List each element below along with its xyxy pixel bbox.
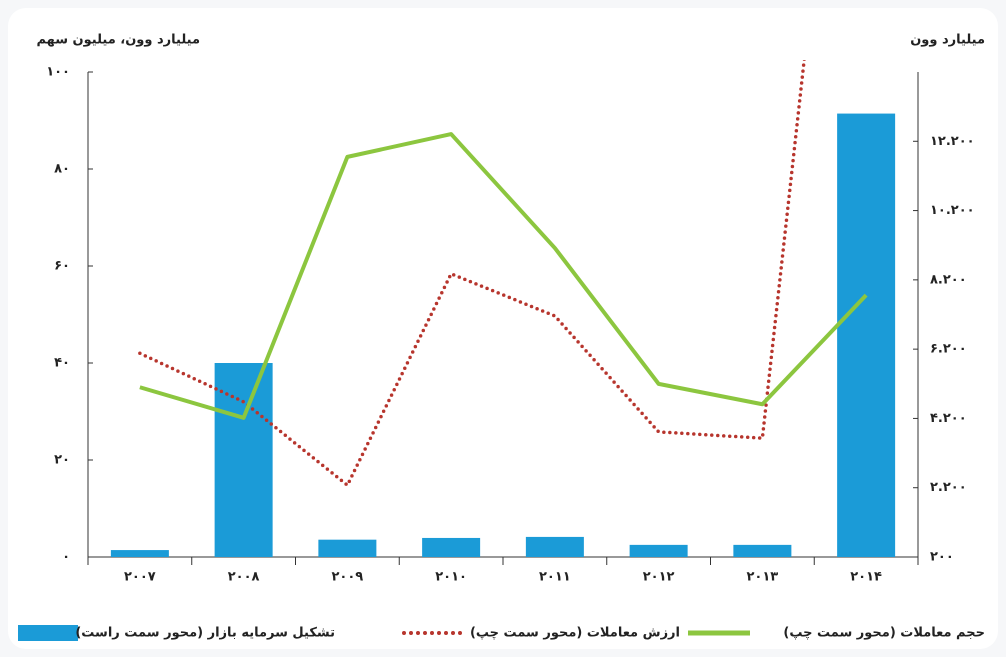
x-tick-label: ۲۰۰۸ <box>228 570 260 585</box>
y2-tick-label: ۱۲.۲۰۰ <box>930 134 975 149</box>
x-tick-label: ۲۰۱۰ <box>435 570 467 585</box>
y2-tick-label: ۲۰۰ <box>930 550 954 565</box>
legend-label: تشکیل سرمایه بازار (محور سمت راست) <box>75 626 335 641</box>
bar <box>733 544 792 557</box>
bar <box>110 550 169 557</box>
line <box>138 60 806 488</box>
legend-label: حجم معاملات (محور سمت چپ) <box>783 626 985 641</box>
y2-tick-label: ۴.۲۰۰ <box>930 411 967 426</box>
legend-swatch <box>18 625 78 641</box>
y-tick-label: ۸۰ <box>54 162 70 177</box>
y-tick-label: ۱۰۰ <box>46 65 70 80</box>
y2-tick-label: ۸.۲۰۰ <box>930 272 967 287</box>
x-tick-label: ۲۰۱۱ <box>539 570 571 585</box>
y2-axis-title: میلیارد وون <box>910 33 985 48</box>
bar <box>214 363 273 557</box>
y2-tick-label: ۶.۲۰۰ <box>930 342 967 357</box>
bar <box>629 544 688 557</box>
x-tick-label: ۲۰۱۴ <box>850 570 882 585</box>
y-axis-title: میلیارد وون، میلیون سهم <box>36 33 200 48</box>
x-tick-label: ۲۰۱۲ <box>643 570 675 585</box>
line <box>139 132 868 420</box>
y2-tick-label: ۱۰.۲۰۰ <box>930 203 975 218</box>
plot-area <box>110 60 896 558</box>
y2-tick-label: ۲.۲۰۰ <box>930 480 967 495</box>
x-tick-label: ۲۰۰۷ <box>124 570 156 585</box>
y-tick-label: ۴۰ <box>54 356 70 371</box>
legend-label: ارزش معاملات (محور سمت چپ) <box>470 626 680 641</box>
x-tick-label: ۲۰۰۹ <box>332 570 364 585</box>
y-tick-label: ۲۰ <box>54 453 70 468</box>
bar <box>525 536 584 557</box>
bar <box>422 537 481 557</box>
y-tick-label: ۰ <box>62 550 70 565</box>
x-tick-label: ۲۰۱۳ <box>747 570 779 585</box>
y-tick-label: ۶۰ <box>54 259 70 274</box>
bar <box>837 113 896 558</box>
bar <box>318 539 377 557</box>
